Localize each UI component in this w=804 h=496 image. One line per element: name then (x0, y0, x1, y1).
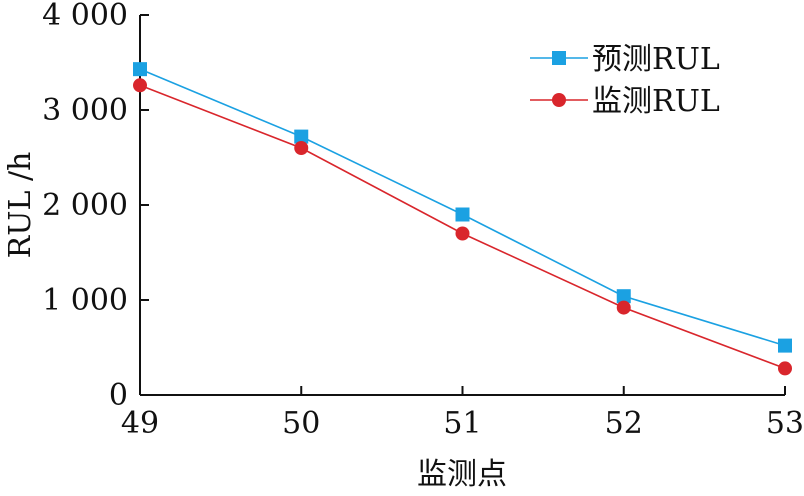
y-tick-label: 3 000 (42, 93, 128, 128)
y-axis-ticks: 0 1 000 2 000 3 000 4 000 (42, 0, 149, 413)
data-point (294, 141, 309, 155)
legend-item: 监测RUL (530, 84, 720, 119)
y-axis-title: RUL /h (3, 152, 38, 259)
y-tick-label: 0 (109, 378, 128, 413)
x-tick-label: 52 (605, 406, 643, 441)
legend-label: 预测RUL (592, 42, 720, 77)
x-tick-label: 49 (121, 406, 159, 441)
data-point (294, 129, 309, 144)
legend-label: 监测RUL (592, 84, 720, 119)
series-group (133, 62, 792, 376)
y-tick-label: 1 000 (42, 283, 128, 318)
data-point (616, 300, 631, 315)
legend-marker (552, 93, 566, 107)
data-point (133, 62, 147, 77)
data-point (616, 289, 631, 304)
y-tick-label: 4 000 (42, 0, 128, 33)
data-point (778, 338, 792, 353)
data-point (778, 361, 792, 376)
x-axis-ticks: 49 50 51 52 53 (121, 386, 804, 441)
x-axis-title: 监测点 (417, 457, 507, 492)
data-point (455, 207, 470, 222)
data-point (455, 226, 470, 241)
legend-item: 预测RUL (530, 42, 720, 77)
legend-marker (552, 51, 566, 65)
y-tick-label: 2 000 (42, 188, 128, 223)
x-tick-label: 50 (282, 406, 320, 441)
x-tick-label: 51 (443, 406, 481, 441)
series-2 (133, 78, 792, 376)
data-point (133, 78, 147, 93)
x-tick-label: 53 (766, 406, 804, 441)
legend: 预测RUL 监测RUL (530, 42, 720, 119)
series-1 (133, 62, 792, 353)
